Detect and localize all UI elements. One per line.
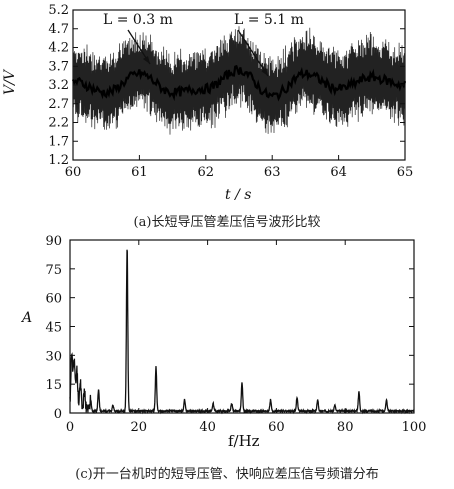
spectrum-chart: 0 15 30 45 60 75 90 0 20 40 60 80 100 A f/Hz xyxy=(20,234,426,450)
spectrum-x-tick-label: 80 xyxy=(337,420,354,435)
waveform-x-tick-label: 64 xyxy=(330,165,347,180)
waveform-x-tick-label: 60 xyxy=(65,165,82,180)
waveform-xlabel: t / s xyxy=(225,187,251,203)
waveform-chart: 1.2 1.7 2.2 2.7 3.2 3.7 4.2 4.7 5.2 60 61 62 63 64 65… xyxy=(2,3,413,203)
waveform-y-tick-label: 3.7 xyxy=(48,59,69,74)
spectrum-x-tick-label: 40 xyxy=(199,420,216,435)
waveform-x-tick-label: 61 xyxy=(131,165,148,180)
waveform-x-tick-label: 65 xyxy=(397,165,414,180)
spectrum-x-tick-label: 100 xyxy=(402,420,427,435)
spectrum-y-ticks: 0 15 30 45 60 75 90 xyxy=(45,234,414,422)
annotation-long-arrowhead xyxy=(261,68,268,76)
waveform-y-tick-label: 1.2 xyxy=(48,153,69,168)
caption-c: (c)开一台机时的短导压管、快响应差压信号频谱分布 xyxy=(75,466,378,482)
waveform-y-tick-label: 4.7 xyxy=(48,22,69,37)
waveform-y-tick-label: 4.2 xyxy=(48,41,69,56)
spectrum-ylabel: A xyxy=(20,310,32,326)
caption-a: (a)长短导压管差压信号波形比较 xyxy=(134,215,321,230)
spectrum-series-line xyxy=(69,249,415,415)
spectrum-x-tick-label: 20 xyxy=(131,420,148,435)
waveform-y-tick-label: 2.2 xyxy=(48,116,69,131)
spectrum-y-tick-label: 45 xyxy=(45,321,62,336)
spectrum-x-tick-label: 0 xyxy=(66,420,74,435)
spectrum-x-ticks: 0 20 40 60 80 100 xyxy=(66,240,427,435)
annotation-short-arrowhead xyxy=(143,56,150,64)
waveform-x-ticks: 60 61 62 63 64 65 xyxy=(65,155,414,180)
annotation-long-arrow xyxy=(237,29,269,77)
waveform-y-tick-label: 5.2 xyxy=(48,3,69,18)
waveform-y-ticks: 1.2 1.7 2.2 2.7 3.2 3.7 4.2 4.7 5.2 xyxy=(48,3,405,168)
spectrum-y-tick-label: 15 xyxy=(45,378,62,393)
waveform-y-tick-label: 1.7 xyxy=(48,134,69,149)
spectrum-xlabel: f/Hz xyxy=(228,432,260,450)
waveform-series-long-pipe xyxy=(71,64,407,102)
waveform-x-tick-label: 62 xyxy=(198,165,215,180)
waveform-x-tick-label: 63 xyxy=(264,165,281,180)
waveform-series-short-pipe xyxy=(72,26,406,135)
spectrum-y-tick-label: 30 xyxy=(45,349,62,364)
spectrum-y-tick-label: 90 xyxy=(45,234,62,249)
annotation-long-pipe: L = 5.1 m xyxy=(234,12,304,28)
spectrum-y-tick-label: 75 xyxy=(45,263,62,278)
waveform-ylabel: V/V xyxy=(2,68,18,95)
waveform-y-tick-label: 3.2 xyxy=(48,78,69,93)
spectrum-x-tick-label: 60 xyxy=(268,420,285,435)
spectrum-y-tick-label: 60 xyxy=(45,292,62,307)
waveform-series-group xyxy=(71,26,407,135)
waveform-y-tick-label: 2.7 xyxy=(48,97,69,112)
spectrum-y-tick-label: 0 xyxy=(54,407,62,422)
annotation-short-pipe: L = 0.3 m xyxy=(103,12,173,28)
